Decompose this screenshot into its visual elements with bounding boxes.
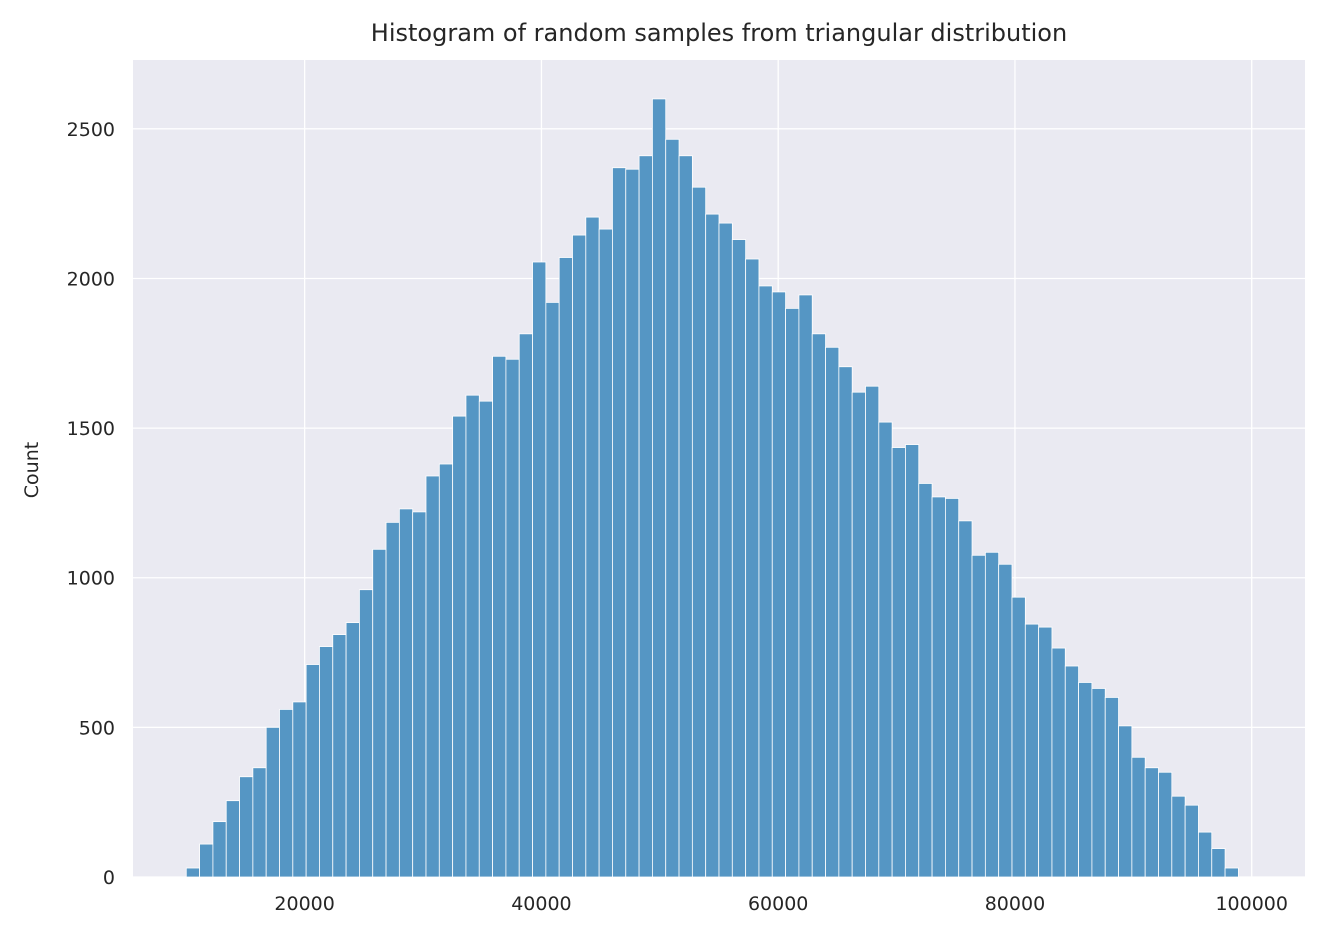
y-tick-label-2: 1000	[67, 568, 115, 590]
histogram-bar-53	[891, 447, 906, 878]
y-tick-label-5: 2500	[67, 119, 115, 141]
histogram-bar-1	[199, 843, 214, 878]
y-tick-label-4: 2000	[67, 268, 115, 290]
histogram-bar-57	[945, 498, 960, 878]
histogram-bar-52	[878, 421, 893, 878]
histogram-bar-65	[1051, 647, 1066, 878]
x-axis-ticks: 20000 40000 60000 80000 100000	[274, 893, 1288, 915]
histogram-bar-50	[851, 391, 866, 878]
histogram-bar-2	[212, 821, 227, 878]
histogram-bar-69	[1104, 697, 1119, 878]
histogram-bar-11	[332, 634, 347, 878]
histogram-bar-13	[359, 589, 374, 878]
histogram-bar-47	[811, 333, 826, 878]
y-tick-label-3: 1500	[67, 418, 115, 440]
y-axis-title: Count	[21, 442, 43, 498]
histogram-bar-20	[452, 415, 467, 878]
histogram-bar-64	[1038, 626, 1053, 878]
histogram-bar-61	[998, 563, 1013, 878]
histogram-bar-0	[185, 867, 200, 878]
histogram-bar-77	[1211, 848, 1226, 878]
histogram-bar-48	[825, 346, 840, 878]
histogram-bar-34	[638, 155, 653, 878]
histogram-bar-44	[771, 291, 786, 878]
histogram-bar-28	[558, 257, 573, 878]
histogram-bar-3	[225, 800, 240, 878]
histogram-bar-63	[1024, 623, 1040, 878]
histogram-bar-76	[1198, 831, 1213, 878]
histogram-bar-24	[505, 358, 520, 878]
histogram-bar-43	[758, 285, 773, 878]
histogram-bar-6	[265, 726, 280, 878]
histogram-bar-33	[625, 168, 640, 878]
y-tick-label-1: 500	[79, 717, 115, 739]
histogram-bar-70	[1118, 725, 1133, 878]
histogram-bar-78	[1224, 867, 1239, 878]
histogram-bar-58	[958, 520, 973, 878]
histogram-bar-73	[1158, 771, 1173, 878]
histogram-bar-71	[1131, 756, 1146, 878]
histogram-bar-26	[532, 261, 547, 878]
histogram-bar-9	[305, 664, 320, 878]
y-tick-label-0: 0	[103, 867, 115, 889]
y-axis-ticks: 0 500 1000 1500 2000 2500	[67, 119, 115, 889]
histogram-bar-7	[279, 709, 294, 878]
histogram-bar-16	[398, 508, 414, 878]
x-tick-label-4: 100000	[1215, 893, 1288, 915]
histogram-bar-45	[785, 307, 800, 878]
histogram-bar-67	[1078, 682, 1093, 878]
histogram-bar-41	[731, 239, 747, 878]
histogram-bar-10	[319, 646, 334, 878]
x-tick-label-2: 60000	[748, 893, 808, 915]
histogram-bar-54	[905, 444, 920, 878]
histogram-bar-60	[984, 551, 1000, 878]
histogram-bar-36	[665, 138, 680, 878]
histogram-bar-74	[1171, 795, 1186, 878]
histogram-bar-25	[518, 333, 533, 878]
histogram-bar-66	[1064, 665, 1079, 878]
histogram-bar-27	[545, 302, 560, 878]
x-tick-label-1: 40000	[511, 893, 571, 915]
histogram-bar-4	[239, 776, 254, 878]
x-tick-label-0: 20000	[274, 893, 334, 915]
histogram-bar-38	[691, 186, 707, 878]
histogram-bar-14	[372, 548, 387, 878]
histogram-bar-12	[345, 622, 360, 878]
histogram-bar-19	[438, 463, 454, 878]
histogram-bar-72	[1144, 767, 1159, 878]
histogram-bar-8	[292, 701, 307, 878]
histogram-bar-75	[1184, 804, 1199, 878]
histogram-bar-39	[705, 213, 720, 878]
histogram-bar-42	[745, 258, 760, 878]
histogram-bar-55	[918, 483, 933, 878]
histogram-bar-21	[465, 394, 480, 878]
histogram-bar-37	[678, 155, 693, 878]
histogram-bar-56	[931, 496, 946, 878]
histogram-bar-46	[798, 294, 813, 878]
histogram-bar-32	[612, 167, 627, 878]
histogram-bar-5	[252, 767, 267, 878]
histogram-bar-18	[425, 475, 440, 878]
x-tick-label-3: 80000	[985, 893, 1045, 915]
histogram-bar-62	[1011, 596, 1026, 878]
histogram-bar-35	[652, 98, 667, 878]
histogram-bar-17	[412, 511, 427, 878]
histogram-bar-59	[971, 554, 986, 878]
chart-title: Histogram of random samples from triangu…	[371, 19, 1067, 47]
histogram-bar-30	[585, 216, 600, 878]
histogram-bar-22	[478, 400, 493, 878]
histogram-bar-68	[1091, 688, 1106, 878]
histogram-bar-31	[598, 228, 613, 878]
histogram-bar-49	[838, 366, 853, 878]
histogram-bar-23	[492, 355, 507, 878]
histogram-bar-51	[865, 385, 880, 878]
histogram-bar-40	[718, 222, 733, 878]
histogram-bar-15	[385, 521, 400, 878]
histogram-bar-29	[572, 234, 587, 878]
histogram-bars	[185, 98, 1239, 878]
